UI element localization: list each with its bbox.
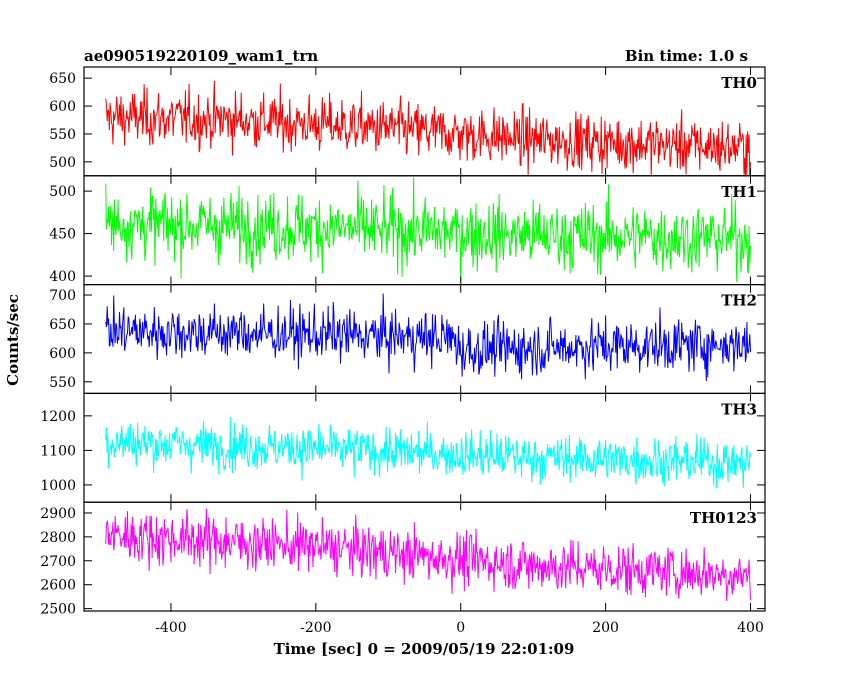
y-tick-label: 2700 bbox=[40, 554, 76, 570]
x-axis-label: Time [sec] 0 = 2009/05/19 22:01:09 bbox=[274, 640, 575, 658]
x-tick-label: 0 bbox=[456, 620, 465, 636]
y-tick-label: 2900 bbox=[40, 506, 76, 522]
x-tick-label: 400 bbox=[737, 620, 764, 636]
y-tick-label: 600 bbox=[49, 346, 76, 362]
y-tick-label: 650 bbox=[49, 317, 76, 333]
x-tick-label: -200 bbox=[300, 620, 331, 636]
panel-label-th0: TH0 bbox=[721, 74, 757, 92]
y-tick-label: 700 bbox=[49, 288, 76, 304]
y-tick-label: 1000 bbox=[40, 478, 76, 494]
panel-label-th3: TH3 bbox=[721, 400, 757, 418]
y-tick-label: 550 bbox=[49, 375, 76, 391]
series-line-th0123 bbox=[105, 508, 752, 601]
x-tick-label: 200 bbox=[592, 620, 619, 636]
panel-label-th0123: TH0123 bbox=[690, 509, 757, 527]
y-tick-label: 450 bbox=[49, 227, 76, 243]
y-tick-label: 600 bbox=[49, 99, 76, 115]
y-tick-label: 500 bbox=[49, 155, 76, 171]
y-tick-label: 400 bbox=[49, 269, 76, 285]
series-line-th0 bbox=[105, 80, 752, 176]
y-tick-label: 2800 bbox=[40, 530, 76, 546]
chart-title: ae090519220109_wam1_trn bbox=[84, 47, 318, 65]
x-tick-label: -400 bbox=[155, 620, 186, 636]
panel-label-th1: TH1 bbox=[721, 183, 757, 201]
y-tick-label: 550 bbox=[49, 127, 76, 143]
panels-group: 500 550 600 650 TH0 400 450 500 TH1 550 600 650 700 T… bbox=[40, 66, 766, 636]
bin-time-label: Bin time: 1.0 s bbox=[625, 47, 748, 65]
y-tick-label: 1200 bbox=[40, 409, 76, 425]
y-tick-label: 650 bbox=[49, 71, 76, 87]
series-line-th1 bbox=[105, 177, 752, 285]
y-axis-label: Counts/sec bbox=[4, 294, 22, 386]
series-line-th3 bbox=[105, 417, 752, 489]
y-tick-label: 2600 bbox=[40, 578, 76, 594]
series-line-th2 bbox=[105, 293, 752, 382]
y-tick-label: 1100 bbox=[40, 443, 76, 459]
y-tick-label: 500 bbox=[49, 184, 76, 200]
panel-frame-th0123 bbox=[83, 501, 766, 612]
panel-label-th2: TH2 bbox=[721, 292, 757, 310]
y-tick-label: 2500 bbox=[40, 602, 76, 618]
